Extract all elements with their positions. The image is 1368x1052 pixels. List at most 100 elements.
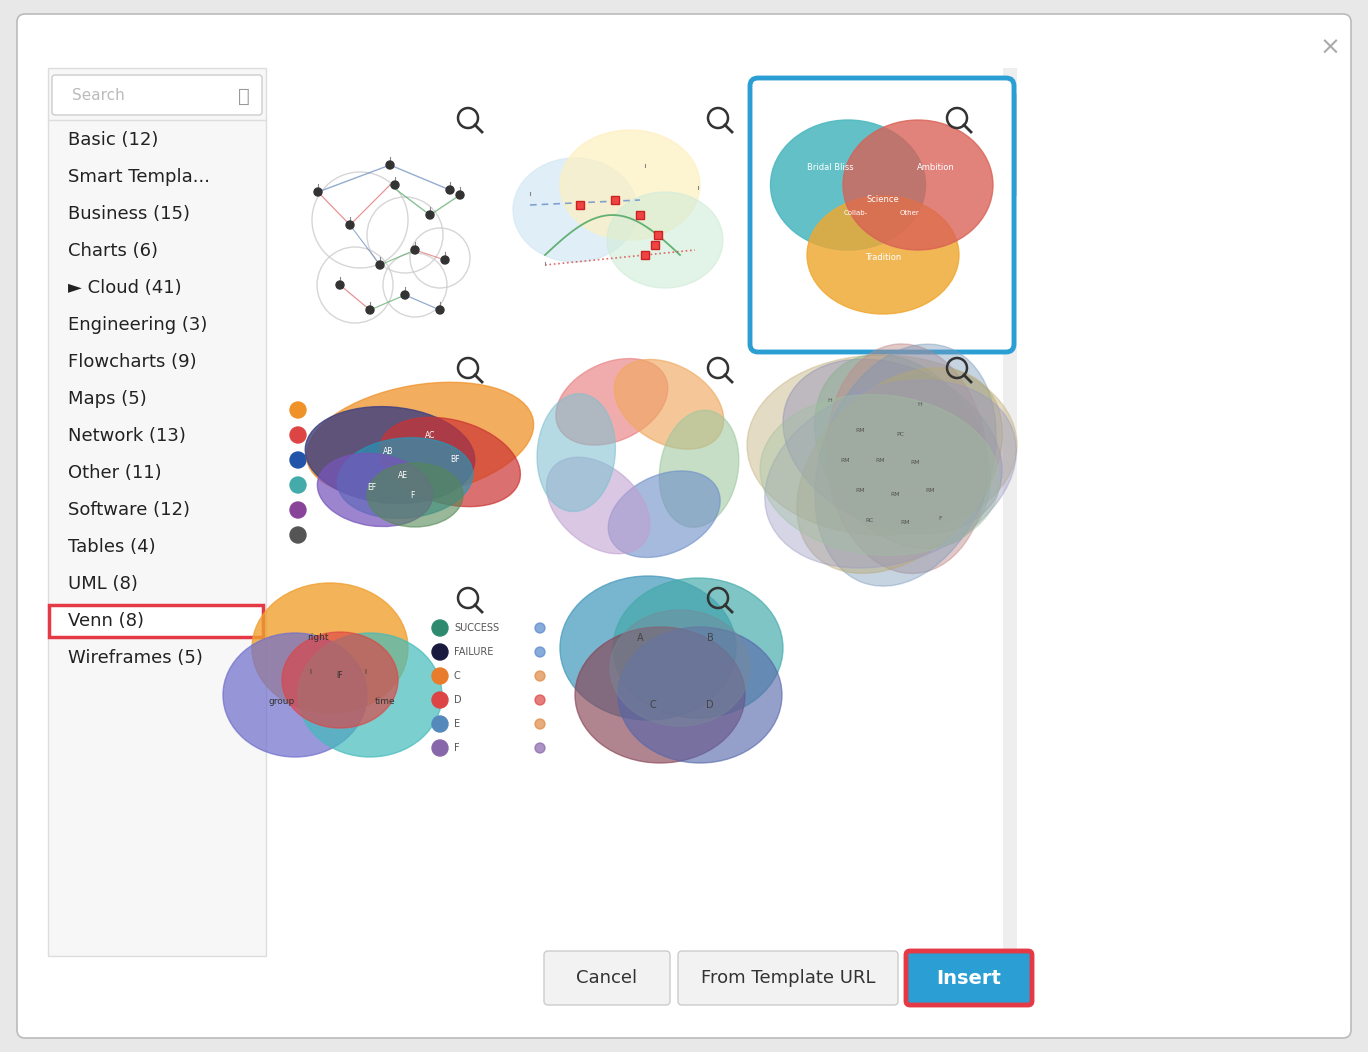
Text: RM: RM	[910, 460, 919, 465]
Text: From Template URL: From Template URL	[700, 969, 876, 987]
FancyBboxPatch shape	[16, 14, 1352, 1038]
FancyBboxPatch shape	[52, 75, 263, 115]
FancyBboxPatch shape	[679, 951, 897, 1005]
Text: Collab-: Collab-	[844, 210, 869, 216]
Circle shape	[290, 502, 306, 518]
Text: Bridal Bliss: Bridal Bliss	[807, 163, 854, 173]
Ellipse shape	[538, 393, 616, 511]
Text: Ambition: Ambition	[917, 163, 955, 173]
Text: RC: RC	[866, 518, 874, 523]
Text: C: C	[650, 700, 657, 710]
Text: Engineering (3): Engineering (3)	[68, 316, 208, 333]
Circle shape	[290, 527, 306, 543]
Ellipse shape	[546, 458, 650, 553]
Circle shape	[535, 671, 544, 681]
Text: F: F	[410, 490, 415, 500]
FancyBboxPatch shape	[1003, 93, 1016, 197]
Text: UML (8): UML (8)	[68, 575, 138, 593]
FancyBboxPatch shape	[906, 951, 1031, 1005]
FancyBboxPatch shape	[636, 211, 644, 219]
Circle shape	[535, 623, 544, 633]
Circle shape	[391, 181, 399, 189]
Circle shape	[440, 256, 449, 264]
FancyBboxPatch shape	[654, 231, 662, 239]
Circle shape	[401, 291, 409, 299]
Ellipse shape	[513, 158, 637, 262]
Text: D: D	[454, 695, 461, 705]
Circle shape	[432, 716, 447, 732]
Circle shape	[386, 161, 394, 169]
Ellipse shape	[614, 360, 724, 449]
Text: RM: RM	[891, 492, 900, 498]
Ellipse shape	[223, 633, 367, 757]
Text: right: right	[308, 633, 328, 643]
Ellipse shape	[798, 368, 1003, 573]
Circle shape	[346, 221, 354, 229]
Ellipse shape	[575, 627, 746, 763]
Text: Maps (5): Maps (5)	[68, 390, 146, 408]
Text: Smart Templa...: Smart Templa...	[68, 168, 211, 186]
Ellipse shape	[782, 359, 1003, 533]
Circle shape	[410, 246, 419, 254]
Text: Tables (4): Tables (4)	[68, 538, 156, 557]
Text: ×: ×	[1320, 36, 1341, 60]
Text: H: H	[918, 403, 922, 407]
Text: ⌕: ⌕	[238, 86, 250, 105]
Text: Network (13): Network (13)	[68, 427, 186, 445]
Circle shape	[315, 188, 321, 196]
Text: RM: RM	[900, 520, 910, 525]
Ellipse shape	[770, 120, 926, 250]
Text: l: l	[309, 669, 311, 675]
Text: D: D	[706, 700, 714, 710]
Text: F: F	[938, 515, 941, 521]
FancyBboxPatch shape	[49, 605, 263, 638]
Ellipse shape	[607, 193, 724, 288]
FancyBboxPatch shape	[48, 68, 265, 956]
Text: l: l	[364, 669, 367, 675]
FancyBboxPatch shape	[611, 196, 618, 204]
Ellipse shape	[815, 344, 996, 586]
Circle shape	[425, 211, 434, 219]
Ellipse shape	[807, 196, 959, 313]
Text: Basic (12): Basic (12)	[68, 132, 159, 149]
Text: RM: RM	[855, 427, 865, 432]
Circle shape	[456, 191, 464, 199]
Ellipse shape	[747, 355, 1016, 535]
Circle shape	[290, 402, 306, 418]
FancyBboxPatch shape	[642, 251, 648, 259]
Circle shape	[337, 281, 343, 289]
Text: Science: Science	[866, 196, 899, 204]
Text: RM: RM	[840, 458, 850, 463]
Text: EF: EF	[368, 483, 376, 491]
Circle shape	[535, 743, 544, 753]
Text: Search: Search	[73, 87, 124, 102]
Text: Cancel: Cancel	[576, 969, 637, 987]
Ellipse shape	[298, 633, 442, 757]
Ellipse shape	[815, 355, 990, 548]
Ellipse shape	[305, 407, 475, 504]
Text: Charts (6): Charts (6)	[68, 242, 157, 260]
Text: Insert: Insert	[937, 969, 1001, 988]
FancyBboxPatch shape	[544, 951, 670, 1005]
Text: IF: IF	[337, 670, 343, 680]
Ellipse shape	[379, 418, 520, 507]
Text: Wireframes (5): Wireframes (5)	[68, 649, 202, 667]
Text: H: H	[828, 398, 832, 403]
Text: Other: Other	[900, 210, 919, 216]
Circle shape	[432, 620, 447, 636]
Text: SUCCESS: SUCCESS	[454, 623, 499, 633]
FancyBboxPatch shape	[1003, 68, 1016, 956]
Ellipse shape	[613, 578, 782, 719]
FancyBboxPatch shape	[576, 201, 584, 209]
Ellipse shape	[555, 359, 668, 445]
FancyBboxPatch shape	[750, 78, 1014, 352]
Circle shape	[432, 668, 447, 684]
Text: C: C	[454, 671, 461, 681]
Text: Business (15): Business (15)	[68, 205, 190, 223]
Ellipse shape	[826, 344, 988, 573]
Text: time: time	[375, 697, 395, 707]
Circle shape	[436, 306, 445, 313]
Text: Venn (8): Venn (8)	[68, 612, 144, 630]
Text: Software (12): Software (12)	[68, 501, 190, 519]
Ellipse shape	[610, 610, 750, 726]
